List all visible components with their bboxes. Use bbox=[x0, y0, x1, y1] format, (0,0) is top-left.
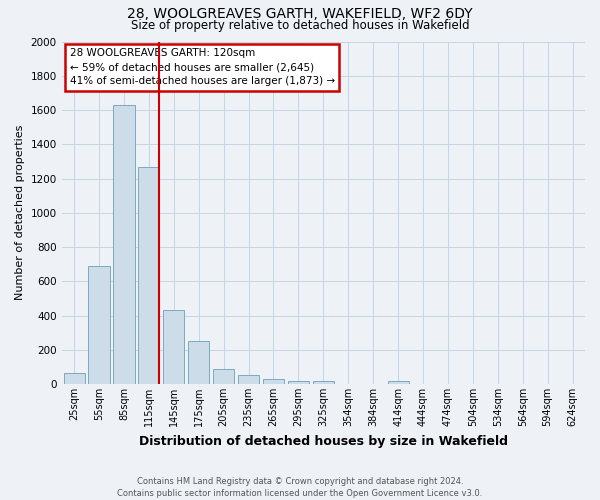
Bar bbox=[238, 376, 259, 384]
Bar bbox=[138, 166, 160, 384]
Y-axis label: Number of detached properties: Number of detached properties bbox=[15, 125, 25, 300]
Bar bbox=[64, 373, 85, 384]
Bar bbox=[213, 368, 234, 384]
Bar bbox=[388, 380, 409, 384]
Bar bbox=[188, 341, 209, 384]
Bar bbox=[288, 380, 309, 384]
Text: Size of property relative to detached houses in Wakefield: Size of property relative to detached ho… bbox=[131, 18, 469, 32]
Text: Contains HM Land Registry data © Crown copyright and database right 2024.
Contai: Contains HM Land Registry data © Crown c… bbox=[118, 476, 482, 498]
Bar bbox=[113, 105, 134, 384]
Bar bbox=[313, 382, 334, 384]
Text: 28 WOOLGREAVES GARTH: 120sqm
← 59% of detached houses are smaller (2,645)
41% of: 28 WOOLGREAVES GARTH: 120sqm ← 59% of de… bbox=[70, 48, 335, 86]
Bar bbox=[163, 310, 184, 384]
Text: 28, WOOLGREAVES GARTH, WAKEFIELD, WF2 6DY: 28, WOOLGREAVES GARTH, WAKEFIELD, WF2 6D… bbox=[127, 8, 473, 22]
X-axis label: Distribution of detached houses by size in Wakefield: Distribution of detached houses by size … bbox=[139, 434, 508, 448]
Bar bbox=[263, 379, 284, 384]
Bar bbox=[88, 266, 110, 384]
